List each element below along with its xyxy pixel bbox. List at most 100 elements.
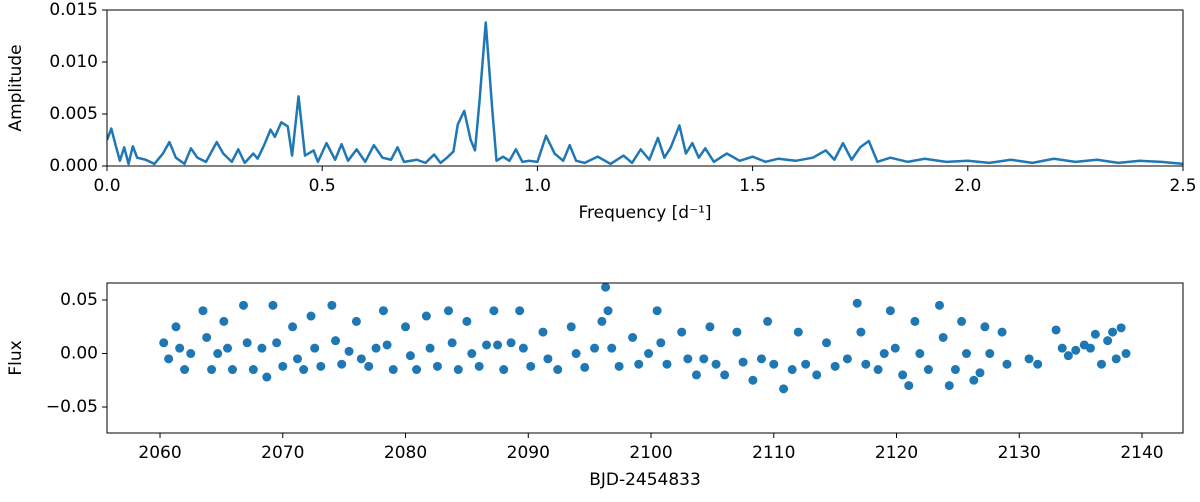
flux-point [1108, 327, 1118, 337]
x-tick-label: 2080 [384, 443, 427, 463]
flux-point [378, 306, 388, 316]
amplitude-line [107, 21, 1183, 166]
flux-point [597, 316, 607, 326]
flux-point [748, 375, 758, 385]
flux-point [812, 370, 822, 380]
flux-point [164, 354, 174, 364]
flux-point [915, 349, 925, 359]
flux-point [202, 332, 212, 342]
flux-point [885, 306, 895, 316]
flux-point [1063, 351, 1073, 361]
flux-point [207, 365, 217, 375]
y-tick-label: 0.015 [49, 0, 98, 20]
flux-point [489, 306, 499, 316]
flux-point [272, 338, 282, 348]
flux-point [961, 349, 971, 359]
flux-point [453, 365, 463, 375]
flux-point [331, 336, 341, 346]
flux-point [890, 343, 900, 353]
x-tick-label: 2140 [1120, 443, 1163, 463]
y-tick-label: 0.05 [60, 290, 98, 310]
flux-point [1116, 323, 1126, 333]
flux-point [571, 349, 581, 359]
flux-point [327, 300, 337, 310]
flux-point [1090, 329, 1100, 339]
flux-point [1071, 345, 1081, 355]
axes-frame [106, 282, 1184, 434]
flux-point [683, 354, 693, 364]
flux-point [934, 300, 944, 310]
flux-point [316, 361, 326, 371]
x-tick-label: 1.0 [524, 176, 551, 196]
flux-point [518, 343, 528, 353]
x-tick-label: 1.5 [739, 176, 766, 196]
flux-point [310, 343, 320, 353]
flux-point [699, 354, 709, 364]
flux-point [644, 349, 654, 359]
flux-point [732, 327, 742, 337]
flux-point [873, 365, 883, 375]
flux-point [213, 349, 223, 359]
flux-point [421, 311, 431, 321]
flux-point [371, 343, 381, 353]
flux-point [607, 343, 617, 353]
flux-point [515, 306, 525, 316]
flux-point [861, 359, 871, 369]
flux-point [180, 365, 190, 375]
x-tick-label: 0.5 [309, 176, 336, 196]
flux-point [242, 338, 252, 348]
flux-point [1033, 359, 1043, 369]
flux-point [227, 365, 237, 375]
flux-point [566, 322, 576, 332]
y-axis-label: Flux [6, 340, 26, 375]
flux-point [543, 354, 553, 364]
flux-point [299, 365, 309, 375]
flux-point [856, 327, 866, 337]
flux-point [1002, 359, 1012, 369]
flux-point [985, 349, 995, 359]
flux-point [801, 359, 811, 369]
flux-point [553, 365, 563, 375]
flux-point [257, 343, 267, 353]
flux-point [601, 282, 611, 292]
x-axis-label: BJD-2454833 [589, 470, 701, 490]
flux-point [842, 354, 852, 364]
flux-point [262, 372, 272, 382]
flux-point [1096, 359, 1106, 369]
flux-point [975, 368, 985, 378]
flux-point [198, 306, 208, 316]
flux-point [538, 327, 548, 337]
flux-point [997, 327, 1007, 337]
flux-point [175, 343, 185, 353]
flux-point [364, 361, 374, 371]
y-tick-label: 0.000 [49, 156, 98, 176]
flux-point [756, 354, 766, 364]
flux-point [159, 338, 169, 348]
flux-point [467, 349, 477, 359]
flux-point [580, 362, 590, 372]
flux-point [443, 306, 453, 316]
flux-point [401, 322, 411, 332]
x-tick-label: 2110 [752, 443, 795, 463]
flux-point [822, 338, 832, 348]
flux-point [388, 365, 398, 375]
flux-point [603, 306, 613, 316]
flux-point [382, 340, 392, 350]
x-tick-label: 2100 [629, 443, 672, 463]
flux-point [248, 365, 258, 375]
flux-point [288, 322, 298, 332]
flux-point [499, 365, 509, 375]
flux-point [432, 361, 442, 371]
flux-point [590, 343, 600, 353]
flux-point [474, 361, 484, 371]
flux-point [1057, 343, 1067, 353]
flux-point [662, 359, 672, 369]
flux-point [268, 300, 278, 310]
x-tick-label: 2.5 [1169, 176, 1196, 196]
flux-point [186, 349, 196, 359]
flux-point [293, 354, 303, 364]
flux-point [278, 361, 288, 371]
flux-point [306, 311, 316, 321]
flux-point [763, 316, 773, 326]
